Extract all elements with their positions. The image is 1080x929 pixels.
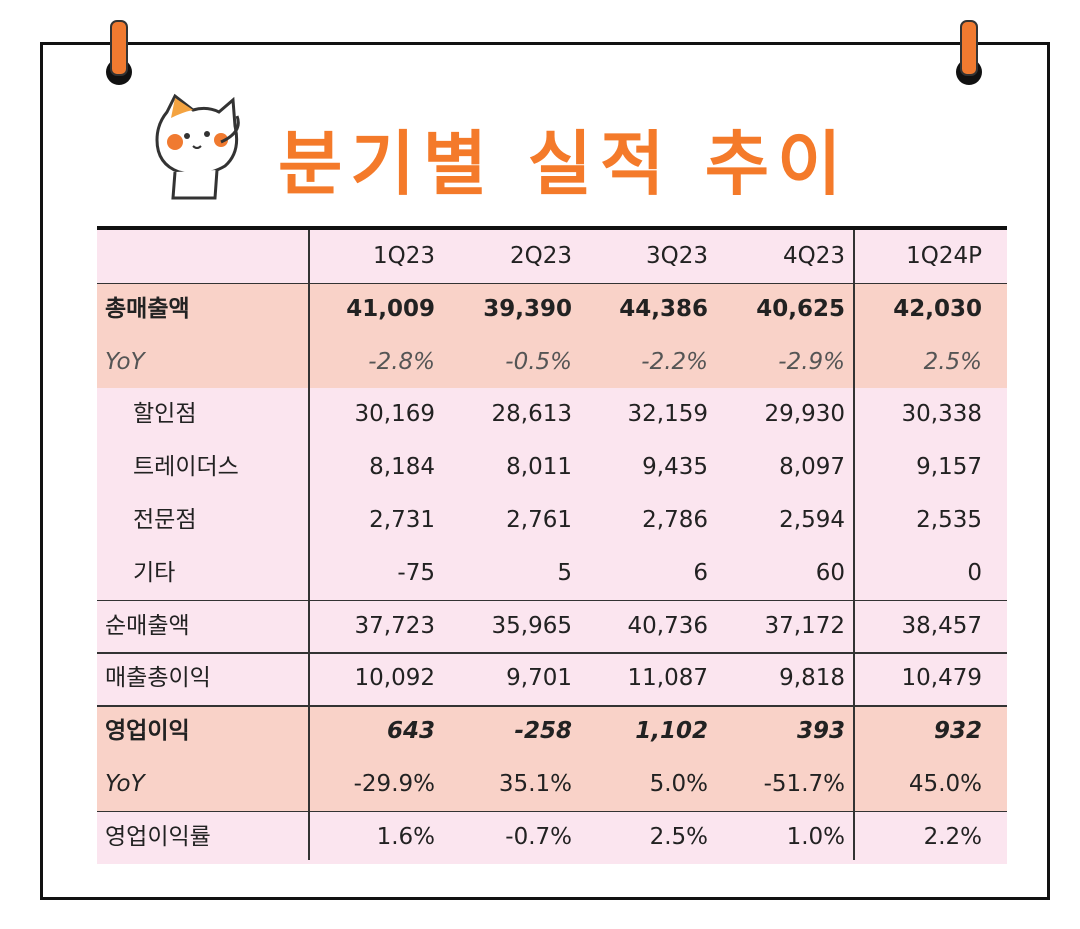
row-divider	[97, 282, 1007, 285]
row-bg	[97, 388, 1007, 442]
row-bg	[97, 705, 1007, 758]
table: 1Q23 2Q23 3Q23 4Q23 1Q24P 총매출액 41,009 39,390 44,…	[97, 226, 1007, 864]
cell-value: 2.5%	[649, 823, 708, 850]
cell-value: 9,701	[506, 665, 572, 692]
column-divider	[853, 230, 855, 860]
cell-value: 1.0%	[786, 823, 845, 850]
column-header: 1Q24P	[906, 243, 982, 269]
cell-value: 1.6%	[376, 823, 435, 850]
cell-value: 2,786	[642, 507, 708, 533]
cell-value: 1,102	[635, 718, 708, 745]
header-bg	[97, 230, 1007, 283]
pin	[960, 20, 978, 76]
cell-value: 6	[693, 559, 708, 586]
cell-value: -258	[514, 718, 572, 745]
cell-value: 38,457	[901, 612, 982, 639]
row-divider	[97, 810, 1007, 813]
cell-value: 35,965	[491, 612, 572, 639]
row-bg	[97, 758, 1007, 811]
cell-value: 9,818	[779, 665, 845, 692]
row-label: 총매출액	[105, 295, 190, 322]
cell-value: -29.9%	[353, 771, 435, 797]
cell-value: 10,479	[901, 665, 982, 692]
cell-value: 2,535	[916, 507, 982, 533]
row-label: 영업이익률	[105, 823, 211, 850]
cell-value: 40,736	[627, 612, 708, 639]
cell-value: -0.7%	[505, 823, 572, 850]
frame	[40, 42, 1050, 900]
cell-value: 35.1%	[498, 771, 572, 797]
row-divider	[97, 599, 1007, 602]
cell-value: 8,184	[369, 454, 435, 481]
cell-value: 932	[933, 718, 982, 745]
cell-value: 2,594	[779, 507, 845, 533]
cell-value: -51.7%	[763, 771, 845, 797]
cell-value: 45.0%	[908, 771, 982, 797]
cell-value: 393	[796, 718, 845, 745]
column-header: 2Q23	[509, 243, 572, 269]
row-bg	[97, 546, 1007, 600]
row-bg	[97, 599, 1007, 653]
title: 분기별 실적 추이	[278, 123, 850, 205]
cell-value: 9,435	[642, 454, 708, 481]
row-label: YoY	[105, 348, 145, 375]
cell-value: 643	[386, 718, 435, 745]
row-bg	[97, 282, 1007, 336]
cell-value: 0	[967, 559, 982, 586]
row-bg	[97, 810, 1007, 864]
row-label: 영업이익	[105, 718, 190, 745]
cell-value: 37,172	[764, 612, 845, 639]
cell-value: 44,386	[619, 295, 708, 322]
cell-value: 29,930	[764, 401, 845, 428]
cell-value: -2.2%	[641, 348, 708, 375]
row-label: 트레이더스	[133, 454, 239, 481]
column-divider	[308, 230, 310, 860]
row-bg	[97, 494, 1007, 547]
row-label: 할인점	[133, 401, 197, 428]
cell-value: 30,338	[901, 401, 982, 428]
cell-value: 42,030	[893, 295, 982, 322]
cell-value: 5	[557, 559, 572, 586]
cell-value: 30,169	[354, 401, 435, 428]
cell-value: 2,761	[506, 507, 572, 533]
cell-value: -2.8%	[368, 348, 435, 375]
cat-icon	[155, 93, 240, 200]
column-header: 4Q23	[782, 243, 845, 269]
row-divider	[97, 652, 1007, 654]
row-label: YoY	[105, 771, 145, 797]
cell-value: 2.5%	[923, 348, 982, 375]
row-bg	[97, 441, 1007, 494]
cell-value: 28,613	[491, 401, 572, 428]
row-label: 전문점	[133, 507, 197, 533]
row-bg	[97, 652, 1007, 706]
row-label: 기타	[133, 559, 176, 586]
pin	[110, 20, 128, 76]
cell-value: -75	[397, 559, 435, 586]
cell-value: 8,011	[506, 454, 572, 481]
cell-value: 9,157	[916, 454, 982, 481]
cell-value: 10,092	[354, 665, 435, 692]
row-bg	[97, 335, 1007, 389]
column-header: 3Q23	[645, 243, 708, 269]
cell-value: 40,625	[756, 295, 845, 322]
row-label: 순매출액	[105, 612, 190, 639]
cell-value: -2.9%	[778, 348, 845, 375]
cell-value: 32,159	[627, 401, 708, 428]
column-header: 1Q23	[372, 243, 435, 269]
cell-value: -0.5%	[505, 348, 572, 375]
cell-value: 41,009	[346, 295, 435, 322]
cell-value: 37,723	[354, 612, 435, 639]
cell-value: 2,731	[369, 507, 435, 533]
cell-value: 11,087	[627, 665, 708, 692]
row-divider	[97, 705, 1007, 707]
cell-value: 39,390	[483, 295, 572, 322]
cell-value: 5.0%	[649, 771, 708, 797]
cell-value: 2.2%	[923, 823, 982, 850]
row-label: 매출총이익	[105, 665, 211, 692]
cell-value: 8,097	[779, 454, 845, 481]
cell-value: 60	[815, 559, 845, 586]
header-top-line	[97, 226, 1007, 230]
